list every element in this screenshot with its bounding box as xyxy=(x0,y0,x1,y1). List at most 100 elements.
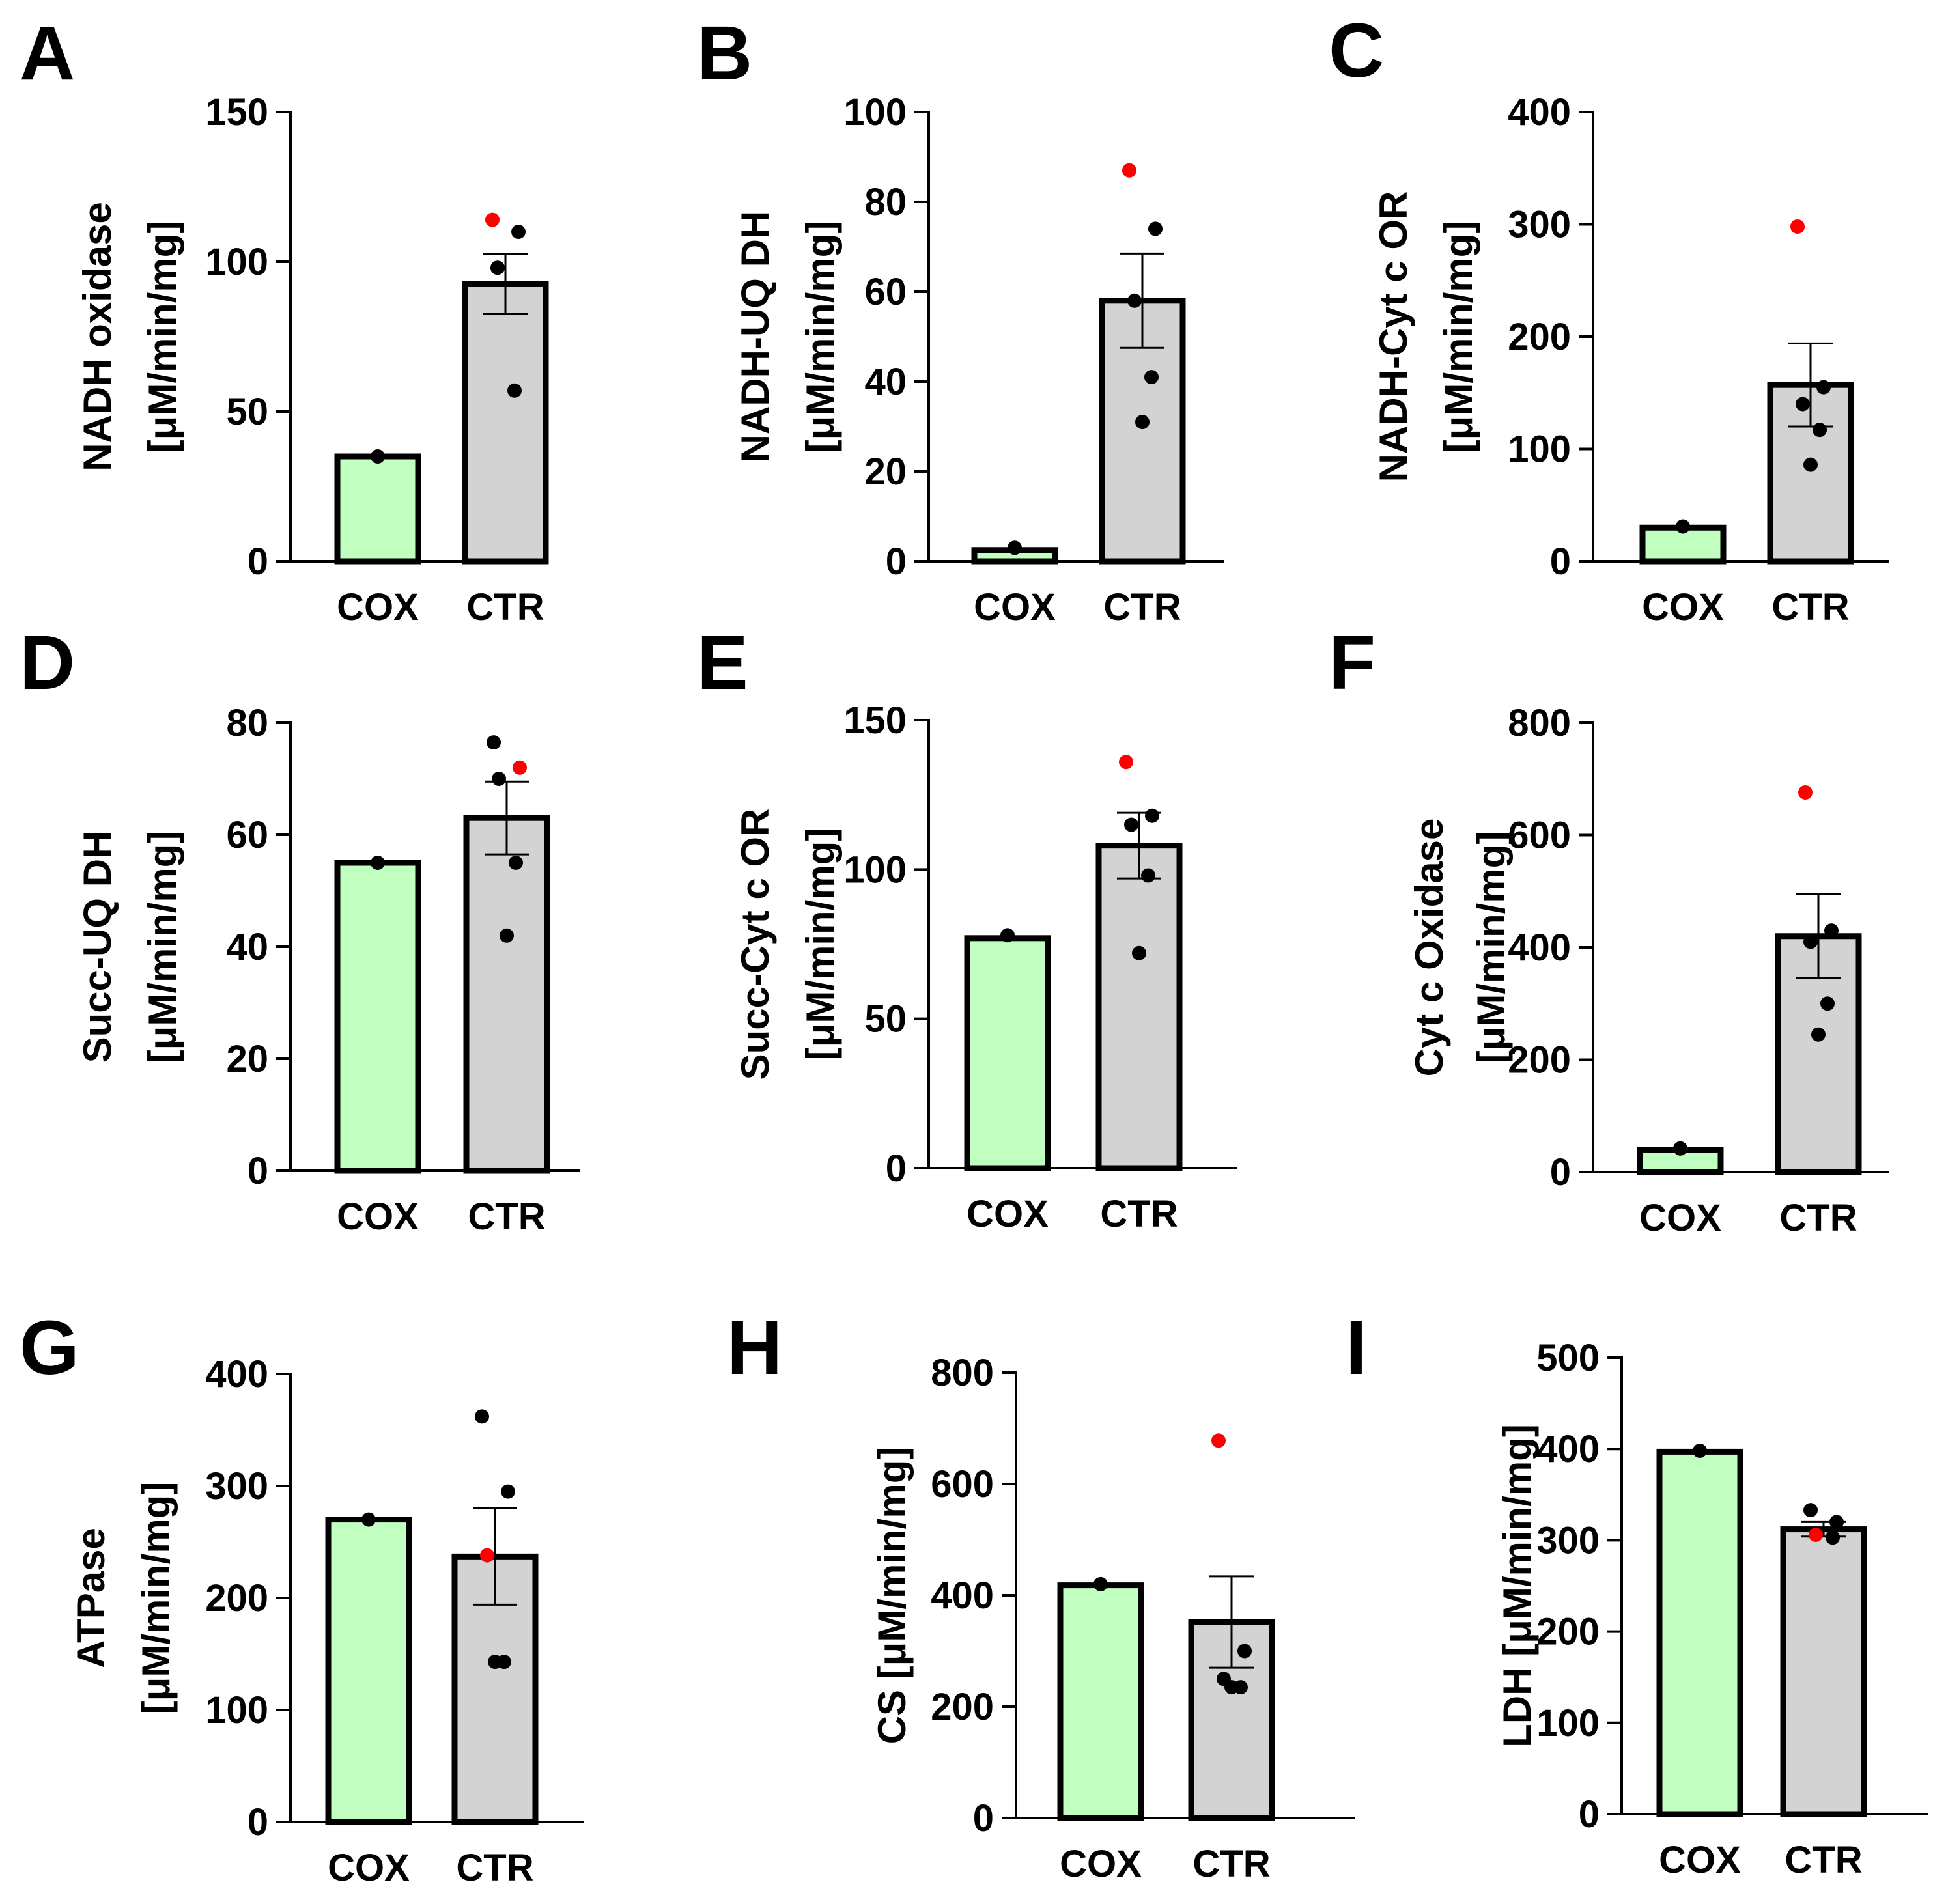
y-tick-label: 100 xyxy=(843,848,907,891)
y-tick-label: 600 xyxy=(931,1463,994,1505)
data-point xyxy=(501,1484,515,1499)
panel-i: I 0 100 200 300 400 500 COX CTR LDH [μM/min/mg] xyxy=(1346,1305,1928,1881)
y-tick-label: 150 xyxy=(205,91,268,133)
y-tick-label: 20 xyxy=(226,1038,268,1080)
y-axis-label: CS [μM/min/mg] xyxy=(870,1447,914,1744)
x-tick-label-cox: COX xyxy=(1639,1197,1721,1239)
x-tick-label-ctr: CTR xyxy=(466,586,544,628)
panel-h: H 0 200 400 600 800 COX CTR CS [μM/min/mg] xyxy=(727,1305,1355,1885)
y-tick-label: 300 xyxy=(205,1465,268,1507)
y-axis-label: [μM/min/mg] xyxy=(1437,221,1480,453)
y-tick-label: 40 xyxy=(226,926,268,968)
y-tick-label: 800 xyxy=(931,1352,994,1394)
data-point xyxy=(1224,1680,1239,1695)
panel-c: C 0 100 200 300 400 COX CTR NADH-Cyt c OR [μM/min… xyxy=(1329,8,1889,628)
x-tick-label-cox: COX xyxy=(337,586,419,628)
panel-letter: D xyxy=(20,620,75,706)
y-axis-label: NADH-UQ DH xyxy=(733,211,777,463)
data-point xyxy=(1237,1644,1252,1659)
y-tick-label: 100 xyxy=(205,1689,268,1731)
data-point xyxy=(1796,397,1810,412)
data-point xyxy=(507,383,522,398)
data-point xyxy=(1148,221,1163,236)
data-point xyxy=(361,1512,376,1527)
x-tick-label-cox: COX xyxy=(1659,1839,1741,1881)
y-tick-label: 0 xyxy=(247,1801,268,1843)
y-axis-label: [μM/min/mg] xyxy=(798,221,842,453)
x-tick-label-ctr: CTR xyxy=(1103,586,1181,628)
y-tick-label: 80 xyxy=(226,702,268,744)
y-tick-label: 100 xyxy=(843,91,907,133)
data-point xyxy=(1673,1141,1687,1156)
data-point xyxy=(1676,519,1690,534)
panel-letter: B xyxy=(697,10,752,96)
data-point xyxy=(1000,928,1015,943)
panel-letter: E xyxy=(697,620,748,706)
bar-ctr xyxy=(1775,933,1862,1175)
data-point-highlight xyxy=(1122,163,1136,178)
data-point xyxy=(1124,817,1138,832)
data-point xyxy=(1008,540,1022,555)
data-point-highlight xyxy=(480,1548,494,1563)
panel-g: G 0 100 200 300 400 COX CTR ATPase [μM/min/mg] xyxy=(20,1305,584,1889)
data-point xyxy=(1144,370,1159,385)
data-point xyxy=(1132,945,1146,960)
data-point xyxy=(1803,457,1818,472)
y-axis-label: LDH [μM/min/mg] xyxy=(1495,1424,1539,1748)
panel-a: A 0 50 100 150 COX CTR NADH oxidase [μM/min/mg] xyxy=(20,10,549,628)
y-tick-label: 80 xyxy=(864,181,907,223)
x-tick-label-ctr: CTR xyxy=(1100,1193,1178,1235)
bar-cox xyxy=(1057,1582,1144,1821)
data-point-highlight xyxy=(1119,755,1133,770)
y-tick-label: 200 xyxy=(205,1577,268,1619)
data-point xyxy=(475,1409,489,1424)
data-point xyxy=(500,928,514,943)
y-axis-label: [μM/min/mg] xyxy=(141,831,184,1063)
data-point xyxy=(371,856,385,870)
y-tick-label: 60 xyxy=(864,271,907,313)
y-tick-label: 50 xyxy=(226,391,268,433)
panel-d: D 0 20 40 60 80 COX CTR Succ-UQ DH [μM/min/mg] xyxy=(20,620,580,1238)
y-tick-label: 0 xyxy=(247,1150,268,1192)
panel-b: B 0 20 40 60 80 100 COX CTR NADH-UQ DH [μM/min/mg] xyxy=(697,10,1224,628)
data-point-highlight xyxy=(1790,219,1805,234)
data-point xyxy=(1145,808,1159,823)
y-tick-label: 400 xyxy=(1508,927,1571,969)
y-tick-label: 0 xyxy=(973,1797,994,1840)
x-tick-label-cox: COX xyxy=(328,1847,410,1889)
y-tick-label: 60 xyxy=(226,814,268,856)
data-point xyxy=(488,1655,502,1670)
data-point xyxy=(487,735,501,750)
x-tick-label-ctr: CTR xyxy=(1771,586,1849,628)
y-tick-label: 200 xyxy=(1508,316,1571,358)
y-axis-label: Cyt c Oxidase xyxy=(1407,819,1451,1077)
panel-letter: C xyxy=(1329,8,1384,94)
y-axis-label: [μM/min/mg] xyxy=(798,828,842,1061)
bar-ctr xyxy=(1780,1526,1867,1817)
data-point xyxy=(1811,1027,1826,1042)
y-tick-label: 0 xyxy=(1579,1793,1600,1836)
bar-cox xyxy=(334,453,421,565)
data-point xyxy=(1803,1503,1818,1518)
y-tick-label: 600 xyxy=(1508,815,1571,857)
data-point xyxy=(1829,1515,1844,1530)
y-tick-label: 100 xyxy=(205,241,268,283)
y-tick-label: 0 xyxy=(886,1147,907,1190)
bar-ctr xyxy=(462,281,549,565)
bar-cox xyxy=(334,860,421,1174)
data-point xyxy=(1093,1576,1108,1591)
y-tick-label: 400 xyxy=(1508,91,1571,133)
y-axis-label: [μM/min/mg] xyxy=(134,1482,178,1715)
y-axis-label: ATPase xyxy=(69,1528,113,1668)
data-point xyxy=(1824,923,1839,938)
y-axis-label: [μM/min/mg] xyxy=(1469,832,1513,1064)
data-point xyxy=(1813,423,1827,438)
bar-cox xyxy=(1656,1448,1743,1817)
data-point-highlight xyxy=(1211,1433,1226,1448)
y-axis-label: Succ-Cyt c OR xyxy=(733,809,777,1080)
y-tick-label: 200 xyxy=(1536,1611,1600,1653)
panel-letter: G xyxy=(20,1305,79,1391)
panel-letter: I xyxy=(1346,1305,1367,1391)
y-tick-label: 400 xyxy=(931,1575,994,1617)
